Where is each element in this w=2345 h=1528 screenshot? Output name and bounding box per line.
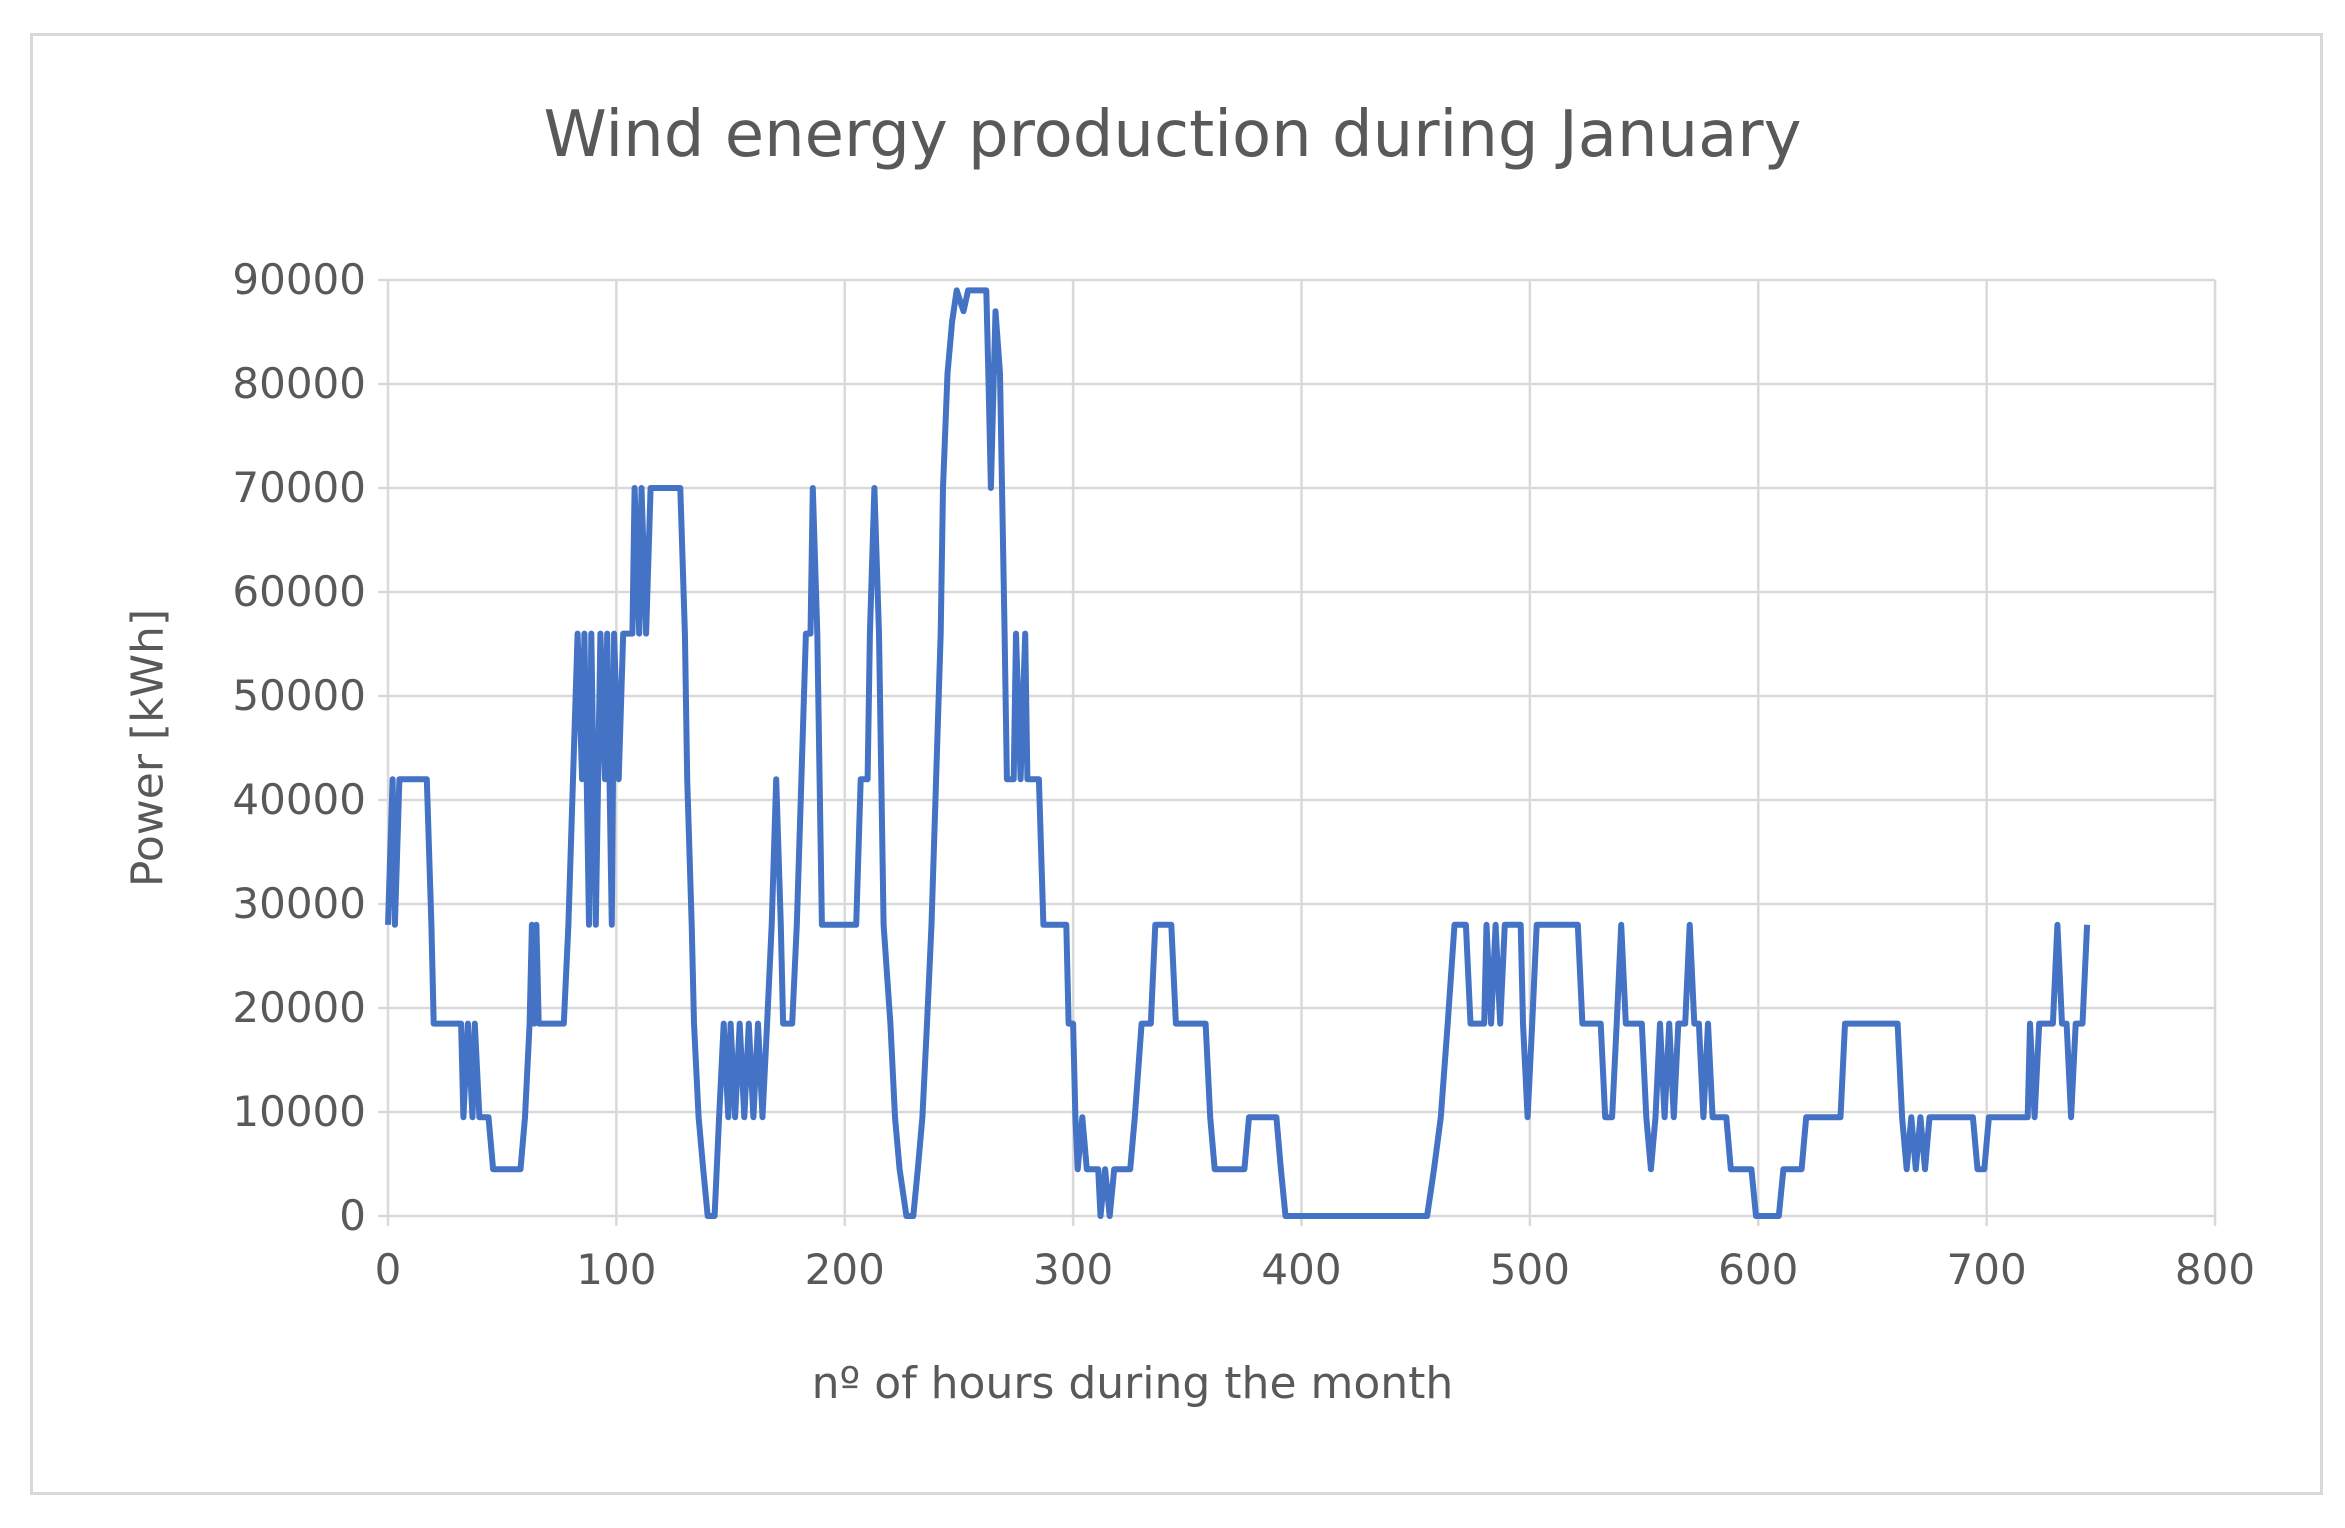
- x-tick-label: 300: [1033, 1245, 1113, 1294]
- y-tick-label: 50000: [232, 671, 366, 720]
- y-tick-label: 70000: [232, 463, 366, 512]
- y-tick-label: 40000: [232, 775, 366, 824]
- x-tick-label: 200: [805, 1245, 885, 1294]
- series-line: [385, 287, 2091, 1219]
- x-tick-label: 800: [2175, 1245, 2255, 1294]
- y-tick-label: 60000: [232, 567, 366, 616]
- chart-title: Wind energy production during January: [543, 98, 1802, 172]
- y-tick-label: 90000: [232, 255, 366, 304]
- x-tick-label: 0: [375, 1245, 402, 1294]
- y-tick-label: 10000: [232, 1087, 366, 1136]
- x-tick-label: 100: [576, 1245, 656, 1294]
- chart-frame: [30, 33, 2323, 1495]
- x-axis-label: nº of hours during the month: [811, 1358, 1454, 1409]
- x-tick-label: 700: [1947, 1245, 2027, 1294]
- x-tick-label: 500: [1490, 1245, 1570, 1294]
- y-tick-label: 30000: [232, 879, 366, 928]
- y-tick-label: 80000: [232, 359, 366, 408]
- y-tick-label: 20000: [232, 983, 366, 1032]
- x-tick-label: 400: [1261, 1245, 1341, 1294]
- y-tick-label: 0: [339, 1191, 366, 1240]
- x-tick-label: 600: [1718, 1245, 1798, 1294]
